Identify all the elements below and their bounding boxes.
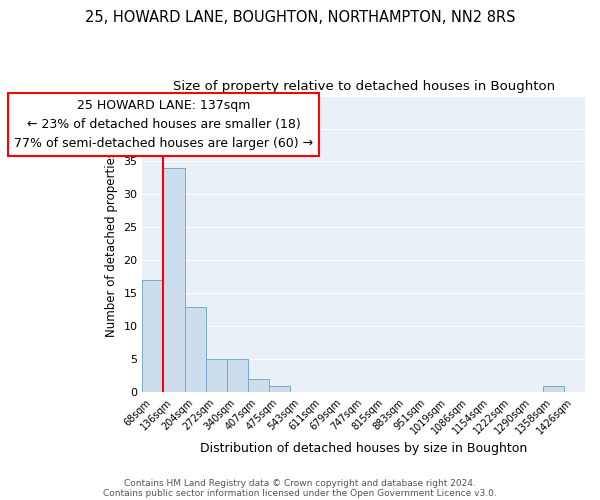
Bar (227, 360, 248, 392)
Y-axis label: Number of detached properties: Number of detached properties (105, 151, 118, 337)
Bar (206, 360, 227, 392)
Bar (543, 386, 564, 392)
Bar (248, 379, 269, 392)
Bar (185, 306, 206, 392)
Bar (269, 386, 290, 392)
Bar (142, 280, 163, 392)
Bar (163, 168, 185, 392)
Title: Size of property relative to detached houses in Boughton: Size of property relative to detached ho… (173, 80, 555, 93)
Text: Contains public sector information licensed under the Open Government Licence v3: Contains public sector information licen… (103, 488, 497, 498)
Text: Contains HM Land Registry data © Crown copyright and database right 2024.: Contains HM Land Registry data © Crown c… (124, 478, 476, 488)
Text: 25 HOWARD LANE: 137sqm
← 23% of detached houses are smaller (18)
77% of semi-det: 25 HOWARD LANE: 137sqm ← 23% of detached… (14, 99, 313, 150)
Text: 25, HOWARD LANE, BOUGHTON, NORTHAMPTON, NN2 8RS: 25, HOWARD LANE, BOUGHTON, NORTHAMPTON, … (85, 10, 515, 25)
X-axis label: Distribution of detached houses by size in Boughton: Distribution of detached houses by size … (200, 442, 527, 455)
